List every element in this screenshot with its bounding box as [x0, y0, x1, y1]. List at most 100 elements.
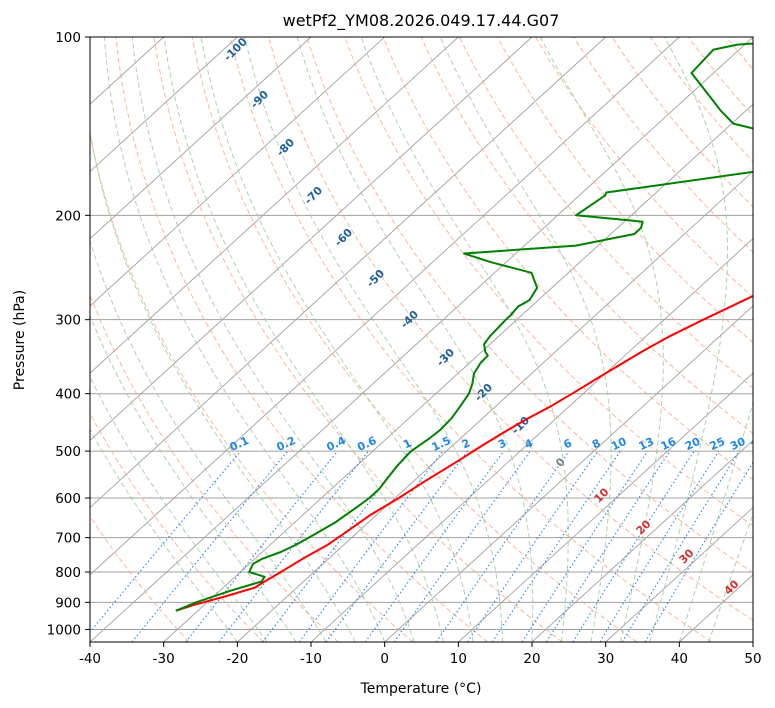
mixing-ratio-label: 25 [708, 435, 727, 453]
isotherm-line [90, 37, 606, 509]
isotherm-line [384, 305, 753, 642]
moist-adiabat-label: 20 [634, 517, 654, 537]
mixing-ratio-line [364, 450, 505, 642]
moist-adiabat-line [678, 401, 753, 642]
isotherm-line [531, 439, 753, 642]
moist-adiabat-line [103, 37, 386, 642]
dry-adiabat-line [191, 37, 638, 642]
x-tick-label: -10 [300, 651, 322, 667]
dry-adiabat-line [90, 131, 414, 642]
x-tick-label: -30 [153, 651, 175, 667]
isotherm-line [90, 37, 753, 642]
dry-adiabat-line [649, 37, 753, 163]
moist-adiabat-line [90, 129, 356, 642]
x-axis-ticks: -40 -30 -20 -10 0 10 20 30 40 50 [79, 642, 762, 667]
dry-adiabat-label: -20 [472, 381, 495, 404]
moist-adiabat-line [90, 428, 238, 642]
isotherm-line [90, 37, 238, 173]
dry-adiabat-line [90, 412, 264, 642]
dry-adiabat-line [496, 37, 753, 344]
profile-lines [175, 42, 753, 612]
mixing-ratio-line [185, 450, 339, 642]
mixing-ratio-line [621, 450, 740, 642]
y-tick-label: 800 [55, 565, 81, 581]
y-tick-label: 500 [55, 444, 81, 460]
dry-adiabat-line [306, 37, 753, 574]
moist-adiabat-line [296, 37, 534, 642]
mixing-ratio-label: 8 [590, 436, 602, 451]
mixing-ratio-label: 2 [460, 436, 472, 451]
dry-adiabat-line [115, 37, 488, 642]
dry-adiabat-line [153, 37, 563, 642]
y-tick-label: 400 [55, 387, 81, 403]
moist-adiabat-line [539, 37, 664, 642]
dry-adiabat-label: -50 [364, 267, 387, 290]
mixing-ratio-line [435, 450, 570, 642]
x-tick-label: -40 [79, 651, 101, 667]
y-tick-label: 300 [55, 313, 81, 329]
isotherm-line [90, 37, 680, 576]
dry-adiabat-line [229, 37, 712, 642]
mixing-ratio-label: 16 [659, 435, 679, 453]
x-tick-label: 0 [380, 651, 389, 667]
dry-adiabat-line [344, 37, 753, 527]
mixing-ratio-line [325, 450, 468, 642]
isotherm-line [90, 37, 533, 441]
y-tick-label: 1000 [47, 622, 81, 638]
moist-adiabat-line [163, 37, 445, 642]
dry-adiabat-label: -40 [398, 308, 421, 331]
x-tick-label: -20 [226, 651, 248, 667]
moist-adiabat-label: 30 [677, 546, 697, 566]
isotherm-line [90, 37, 459, 374]
mixing-ratio-label: 30 [728, 435, 748, 453]
moist-adiabat-line [90, 375, 268, 642]
isotherm-line [458, 372, 753, 642]
moist-adiabat-line [439, 37, 612, 642]
mixing-ratio-line [131, 450, 289, 642]
plot-frame [89, 36, 754, 643]
y-tick-label: 100 [55, 30, 81, 46]
isotherm-line [90, 37, 385, 307]
isotherm-line [90, 37, 312, 240]
x-tick-label: 50 [744, 651, 761, 667]
temperature-profile-line [175, 294, 753, 612]
moist-adiabat-line [90, 314, 297, 642]
dry-adiabat-label: -60 [332, 226, 355, 249]
mixing-ratio-label: 6 [561, 436, 574, 451]
mixing-ratio-label: 13 [637, 435, 656, 453]
moist-adiabat-line [360, 37, 569, 642]
mixing-ratio-label: 20 [683, 435, 703, 453]
mixing-ratio-line [262, 450, 410, 642]
isotherm-line [237, 170, 753, 642]
mixing-ratio-line [90, 450, 242, 633]
dry-adiabat-line [268, 37, 753, 622]
dry-adiabat-label: -80 [274, 136, 297, 159]
mixing-ratio-line [393, 450, 531, 642]
x-axis-title: Temperature (°C) [360, 681, 482, 697]
moist-adiabat-line [200, 37, 474, 642]
mixing-ratio-line [298, 450, 444, 642]
dry-adiabat-line [535, 37, 753, 298]
mixing-ratio-line [521, 450, 649, 642]
moist-adiabat-line [649, 37, 728, 642]
y-tick-label: 700 [55, 531, 81, 547]
y-tick-label: 900 [55, 595, 81, 611]
isotherm-line [163, 103, 753, 642]
moist-adiabat-line [244, 37, 503, 642]
moist-adiabat-line [90, 239, 327, 642]
background-lines [90, 37, 775, 642]
y-tick-label: 600 [55, 491, 81, 507]
chart-title: wetPf2_YM08.2026.049.17.44.G07 [283, 11, 560, 31]
dewpoint-profile-line [175, 42, 753, 612]
mixing-ratio-line [572, 450, 695, 642]
dry-adiabat-line [765, 37, 775, 642]
mixing-ratio-line [491, 450, 621, 642]
isotherm-line [605, 506, 753, 642]
background-line-labels: 0.1 0.2 0.4 0.6 1 1.5 2 3 4 6 8 10 13 16 20 25 30 36-100-… [221, 37, 753, 598]
x-tick-label: 30 [597, 651, 614, 667]
moist-adiabat-label: 0 [553, 455, 568, 470]
dry-adiabat-line [420, 37, 753, 435]
moist-adiabat-line [708, 513, 753, 642]
isotherm-line [752, 641, 753, 642]
